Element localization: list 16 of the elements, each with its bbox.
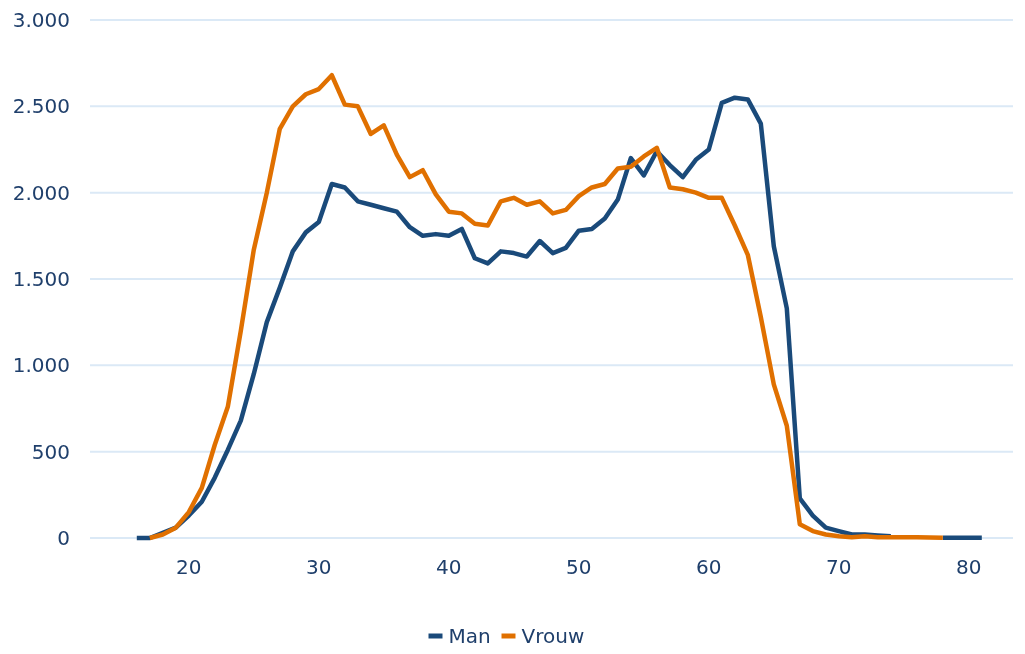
y-tick-label: 2.500 [12,94,70,119]
x-tick-label: 30 [306,555,332,579]
y-tick-label: 3.000 [12,8,70,32]
x-tick-label: 70 [826,555,852,579]
x-tick-label: 50 [566,555,592,579]
legend-label: Vrouw [521,624,585,648]
y-tick-label: 1.500 [12,267,70,291]
x-tick-label: 20 [176,555,202,579]
y-tick-label: 2.000 [12,180,70,205]
x-tick-label: 80 [956,555,982,579]
y-tick-label: 0 [57,526,70,550]
y-tick-label: 1.000 [12,353,70,378]
y-tick-label: 500 [31,439,70,464]
x-tick-label: 40 [436,555,462,579]
x-tick-label: 60 [696,555,722,579]
legend-label: Man [448,624,491,648]
